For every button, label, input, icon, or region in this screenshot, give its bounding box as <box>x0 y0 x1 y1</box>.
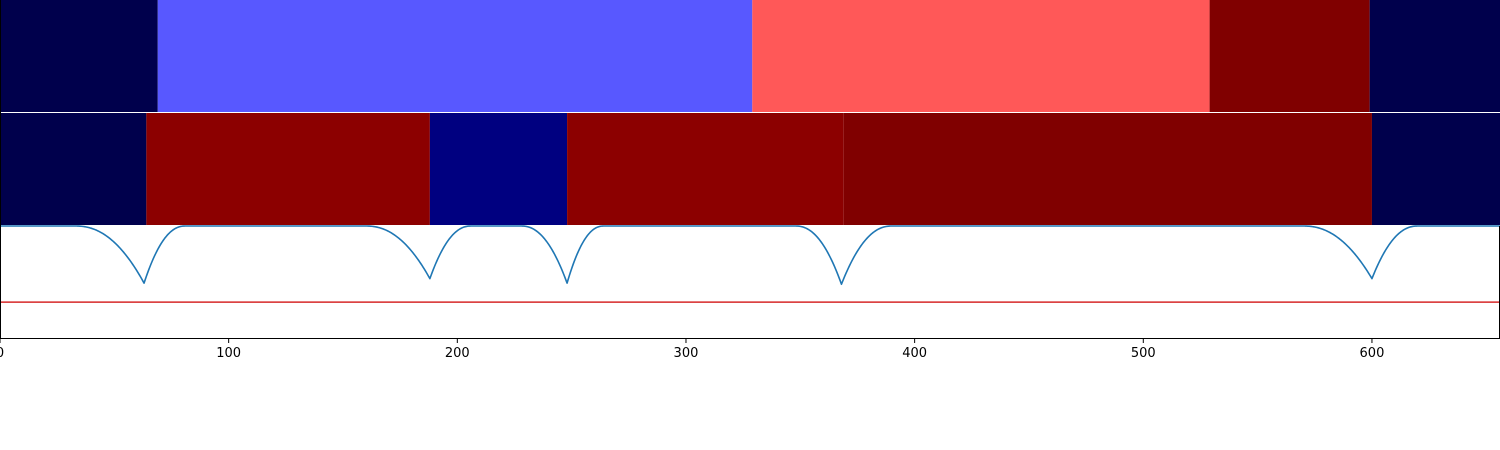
x-tick-label: 0 <box>0 346 4 361</box>
segment-row2-3 <box>429 113 568 225</box>
x-tick-label: 100 <box>216 346 241 361</box>
segment-row2-2 <box>146 113 430 225</box>
x-axis-ticks: 0 100 200 300 400 500 600 <box>0 338 1384 361</box>
signal-series-line <box>0 225 1500 286</box>
segment-row2-1 <box>0 113 147 225</box>
segment-row1-3 <box>752 0 1210 112</box>
segment-row2-5 <box>843 113 1372 225</box>
x-tick-label: 200 <box>445 346 470 361</box>
segment-row2-4 <box>567 113 844 225</box>
segment-row1-2 <box>157 0 753 112</box>
x-tick-label: 300 <box>674 346 699 361</box>
segment-row-1 <box>0 0 1500 112</box>
line-panel <box>0 225 1500 303</box>
segment-row-2 <box>0 113 1500 225</box>
segment-row1-1 <box>0 0 158 112</box>
x-tick-label: 500 <box>1131 346 1156 361</box>
segment-row1-5 <box>1369 0 1500 112</box>
x-tick-label: 400 <box>902 346 927 361</box>
segment-row1-4 <box>1209 0 1370 112</box>
segment-row2-6 <box>1371 113 1500 225</box>
x-tick-label: 600 <box>1360 346 1385 361</box>
